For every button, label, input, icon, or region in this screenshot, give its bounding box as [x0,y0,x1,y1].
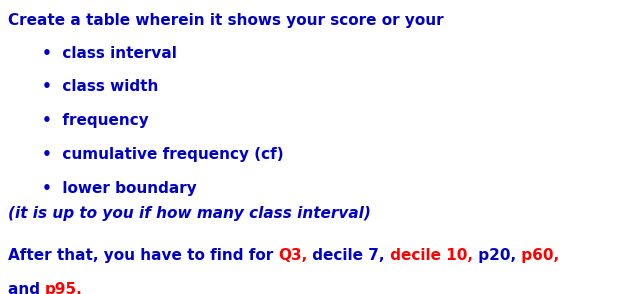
Text: Q3,: Q3, [278,248,307,263]
Text: •  lower boundary: • lower boundary [42,181,196,196]
Text: •  frequency: • frequency [42,113,149,128]
Text: After that, you have to find for: After that, you have to find for [8,248,278,263]
Text: •  cumulative frequency (cf): • cumulative frequency (cf) [42,147,283,162]
Text: (it is up to you if how many class interval): (it is up to you if how many class inter… [8,206,370,221]
Text: •  class interval: • class interval [42,46,176,61]
Text: •  class width: • class width [42,79,158,94]
Text: decile 7,: decile 7, [307,248,385,263]
Text: decile 10,: decile 10, [385,248,473,263]
Text: p20,: p20, [473,248,516,263]
Text: and: and [8,282,45,294]
Text: p95.: p95. [45,282,82,294]
Text: Create a table wherein it shows your score or your: Create a table wherein it shows your sco… [8,13,443,28]
Text: p60,: p60, [516,248,559,263]
